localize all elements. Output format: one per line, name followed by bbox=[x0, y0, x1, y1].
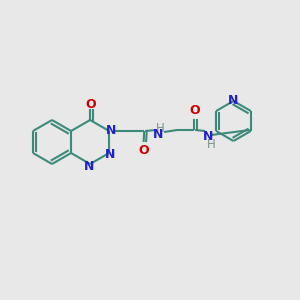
Text: O: O bbox=[190, 104, 200, 118]
Text: N: N bbox=[84, 160, 94, 172]
Text: H: H bbox=[156, 122, 164, 134]
Text: N: N bbox=[106, 124, 116, 136]
Text: N: N bbox=[153, 128, 163, 142]
Text: H: H bbox=[207, 137, 215, 151]
Text: N: N bbox=[105, 148, 115, 160]
Text: O: O bbox=[86, 98, 96, 110]
Text: N: N bbox=[228, 94, 239, 106]
Text: N: N bbox=[203, 130, 213, 143]
Text: O: O bbox=[139, 143, 149, 157]
